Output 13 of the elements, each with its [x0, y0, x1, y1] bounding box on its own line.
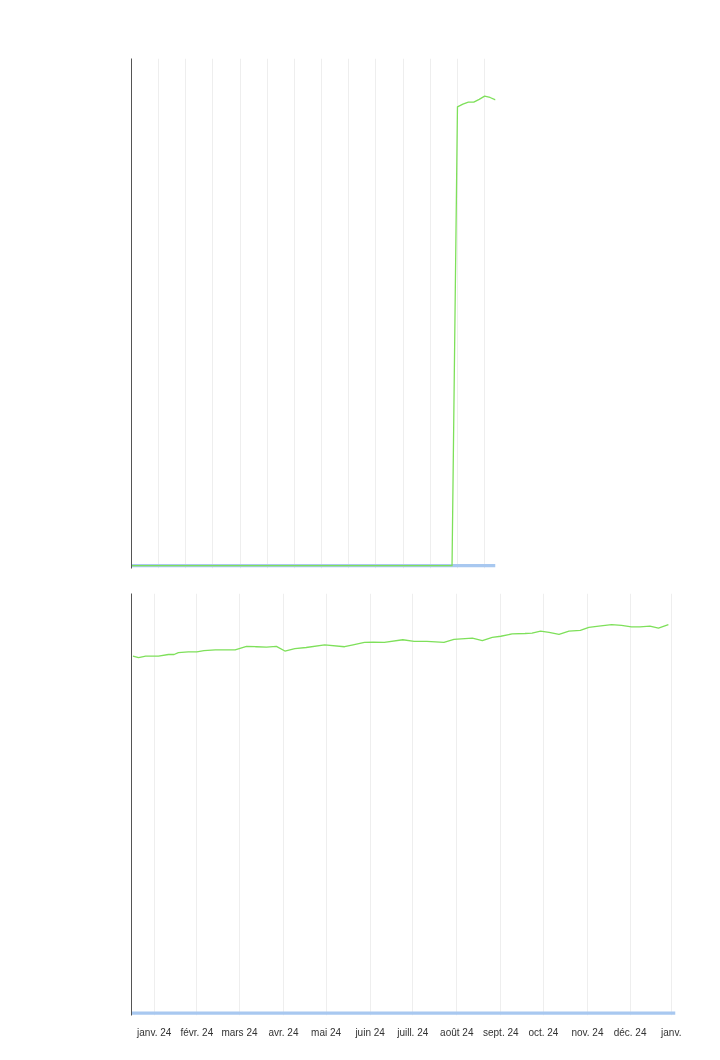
x-tick-label: juin 24 [354, 1026, 386, 1038]
x-tick-label: févr. 24 [180, 1026, 214, 1038]
x-tick-label: sept. 24 [483, 1026, 520, 1038]
x-tick-label: juill. 24 [396, 1026, 429, 1038]
x-tick-label: mars 24 [221, 1026, 258, 1038]
x-tick-label: janv. [660, 1026, 682, 1038]
x-tick-label: déc. 24 [613, 1026, 647, 1038]
x-tick-label: mai 24 [311, 1026, 342, 1038]
x-tick-label: août 24 [440, 1026, 474, 1038]
x-tick-label: janv. 24 [136, 1026, 172, 1038]
x-tick-label: avr. 24 [268, 1026, 299, 1038]
x-tick-label: oct. 24 [528, 1026, 559, 1038]
x-tick-label: nov. 24 [571, 1026, 604, 1038]
